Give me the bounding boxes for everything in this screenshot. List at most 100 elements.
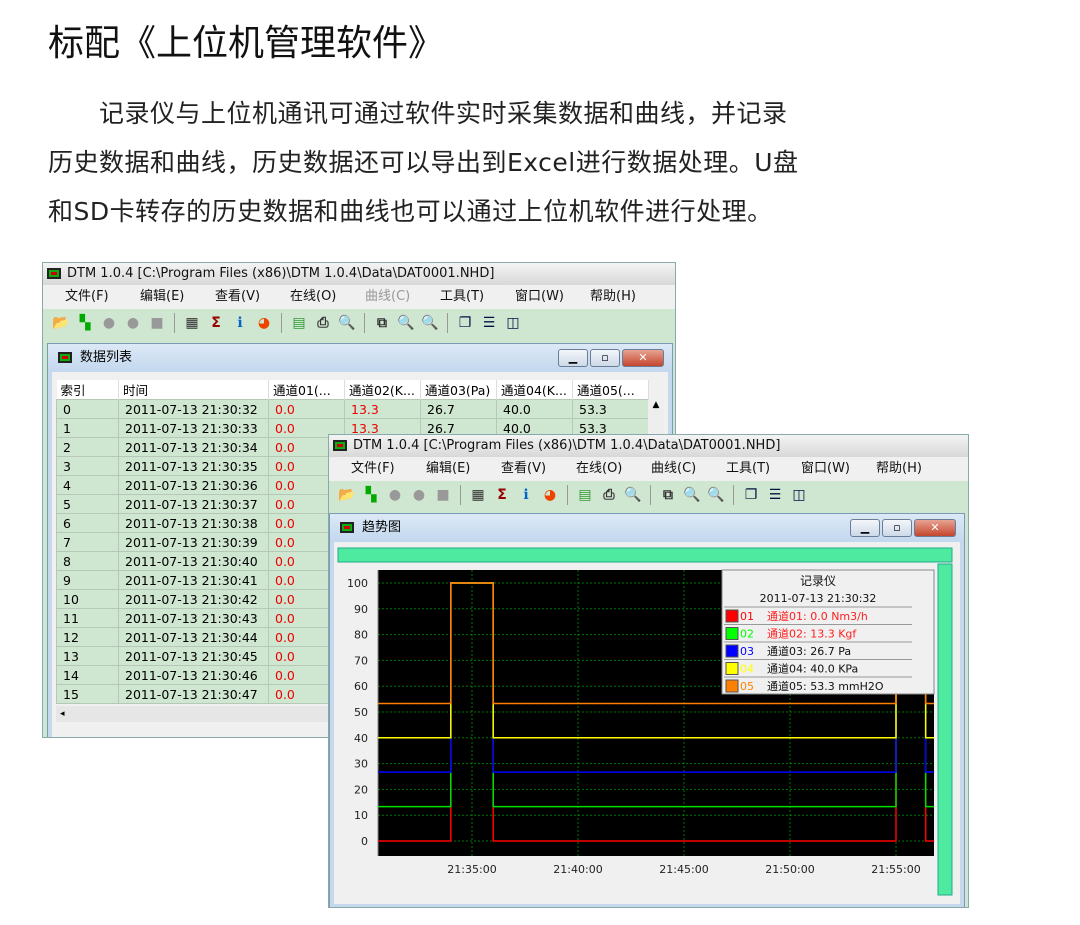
y-tick-label: 20	[354, 783, 368, 796]
maximize-button[interactable]: ▫	[882, 519, 912, 537]
close-button[interactable]: ✕	[914, 519, 956, 537]
table-row[interactable]: 1 2011-07-13 21:30:33 0.0 13.3 26.7 40.0 53.3	[56, 418, 649, 438]
menu-item[interactable]: 窗口(W)	[801, 461, 850, 476]
table-cell: 0.0	[268, 551, 345, 571]
cascade-icon[interactable]: ❐	[744, 486, 758, 503]
maximize-button[interactable]: ▫	[590, 349, 620, 367]
zoom-icon[interactable]: 🔍	[397, 314, 415, 331]
legend-id: 03	[740, 645, 754, 658]
legend-time: 2011-07-13 21:30:32	[760, 592, 877, 605]
copy-icon[interactable]: ⧉	[377, 314, 387, 331]
vertical-scrollbar[interactable]: ▲	[648, 400, 664, 436]
print-icon[interactable]: ⎙	[603, 486, 615, 503]
sum-icon[interactable]: Σ	[211, 314, 221, 331]
column-header[interactable]: 通道05(...	[572, 380, 649, 400]
table-row[interactable]: 0 2011-07-13 21:30:32 0.0 13.3 26.7 40.0 53.3	[56, 399, 649, 419]
column-header[interactable]: 索引	[56, 380, 119, 400]
table-cell: 10	[56, 589, 119, 609]
menu-item[interactable]: 编辑(E)	[140, 289, 185, 304]
connect-icon[interactable]: ●	[388, 486, 402, 503]
pie-icon[interactable]: ◕	[543, 486, 557, 503]
top-scrollbar	[337, 547, 953, 563]
print-icon[interactable]: ⎙	[317, 314, 329, 331]
legend-id: 02	[740, 628, 754, 641]
realtime-icon[interactable]: ▚	[365, 486, 377, 503]
toolbar-separator	[281, 312, 282, 333]
open-icon[interactable]: 📂	[52, 314, 70, 331]
menu-item[interactable]: 文件(F)	[351, 461, 395, 476]
sum-icon[interactable]: Σ	[497, 486, 507, 503]
tile-horizontal-icon[interactable]: ☰	[482, 314, 496, 331]
menu-item[interactable]: 编辑(E)	[426, 461, 471, 476]
y-tick-label: 90	[354, 603, 368, 616]
stop-icon[interactable]: ■	[150, 314, 164, 331]
info-icon[interactable]: ℹ	[237, 314, 243, 331]
zoom-disabled-icon[interactable]: 🔍	[421, 314, 439, 331]
print-preview-icon[interactable]: 🔍	[624, 486, 642, 503]
cascade-icon[interactable]: ❐	[458, 314, 472, 331]
column-header[interactable]: 时间	[118, 380, 269, 400]
toolbar-separator	[364, 312, 365, 333]
pie-icon[interactable]: ◕	[257, 314, 271, 331]
export-excel-icon[interactable]: ▤	[292, 314, 306, 331]
menu-bar: 文件(F) 编辑(E) 查看(V) 在线(O) 曲线(C) 工具(T) 窗口(W) 帮助(H)	[329, 457, 968, 481]
toolbar-separator	[733, 484, 734, 505]
menu-bar: 文件(F) 编辑(E) 查看(V) 在线(O) 曲线(C) 工具(T) 窗口(W) 帮助(H)	[43, 285, 675, 309]
realtime-icon[interactable]: ▚	[79, 314, 91, 331]
info-icon[interactable]: ℹ	[523, 486, 529, 503]
column-header[interactable]: 通道04(K...	[496, 380, 573, 400]
x-tick-label: 21:40:00	[553, 863, 602, 876]
menu-item[interactable]: 在线(O)	[290, 289, 337, 304]
zoom-disabled-icon[interactable]: 🔍	[707, 486, 725, 503]
right-scrollbar	[937, 563, 953, 896]
table-cell: 2011-07-13 21:30:47	[118, 684, 269, 704]
disconnect-icon[interactable]: ●	[412, 486, 426, 503]
menu-item[interactable]: 工具(T)	[726, 461, 771, 476]
menu-item[interactable]: 曲线(C)	[365, 289, 411, 304]
minimize-button[interactable]: ▁	[558, 349, 588, 367]
menu-item[interactable]: 查看(V)	[501, 461, 547, 476]
menu-item[interactable]: 帮助(H)	[876, 461, 922, 476]
minimize-button[interactable]: ▁	[850, 519, 880, 537]
column-header[interactable]: 通道01(...	[268, 380, 345, 400]
connect-icon[interactable]: ●	[102, 314, 116, 331]
tile-vertical-icon[interactable]: ◫	[792, 486, 806, 503]
paragraph-line: 和SD卡转存的历史数据和曲线也可以通过上位机软件进行处理。	[48, 197, 773, 226]
menu-item[interactable]: 曲线(C)	[651, 461, 697, 476]
app-icon	[58, 352, 72, 363]
app-icon	[333, 440, 347, 451]
export-excel-icon[interactable]: ▤	[578, 486, 592, 503]
legend-id: 01	[740, 610, 754, 623]
table-icon[interactable]: ▦	[185, 314, 199, 331]
menu-item[interactable]: 在线(O)	[576, 461, 623, 476]
zoom-icon[interactable]: 🔍	[683, 486, 701, 503]
title-bar: DTM 1.0.4 [C:\Program Files (x86)\DTM 1.…	[329, 435, 968, 457]
column-header[interactable]: 通道02(K...	[344, 380, 421, 400]
title-bar: DTM 1.0.4 [C:\Program Files (x86)\DTM 1.…	[43, 263, 675, 285]
table-cell: 0.0	[268, 627, 345, 647]
toolbar-separator	[174, 312, 175, 333]
close-button[interactable]: ✕	[622, 349, 664, 367]
table-cell: 0	[56, 399, 119, 419]
table-icon[interactable]: ▦	[471, 486, 485, 503]
column-header[interactable]: 通道03(Pa)	[420, 380, 497, 400]
print-preview-icon[interactable]: 🔍	[338, 314, 356, 331]
menu-item[interactable]: 窗口(W)	[515, 289, 564, 304]
copy-icon[interactable]: ⧉	[663, 486, 673, 503]
x-tick-label: 21:55:00	[871, 863, 920, 876]
child-title: 数据列表	[80, 350, 133, 365]
menu-item[interactable]: 帮助(H)	[590, 289, 636, 304]
menu-item[interactable]: 文件(F)	[65, 289, 109, 304]
open-icon[interactable]: 📂	[338, 486, 356, 503]
menu-item[interactable]: 查看(V)	[215, 289, 261, 304]
disconnect-icon[interactable]: ●	[126, 314, 140, 331]
stop-icon[interactable]: ■	[436, 486, 450, 503]
tile-vertical-icon[interactable]: ◫	[506, 314, 520, 331]
menu-item[interactable]: 工具(T)	[440, 289, 485, 304]
tile-horizontal-icon[interactable]: ☰	[768, 486, 782, 503]
y-tick-label: 40	[354, 732, 368, 745]
table-cell: 0.0	[268, 646, 345, 666]
toolbar-separator	[567, 484, 568, 505]
x-tick-label: 21:45:00	[659, 863, 708, 876]
